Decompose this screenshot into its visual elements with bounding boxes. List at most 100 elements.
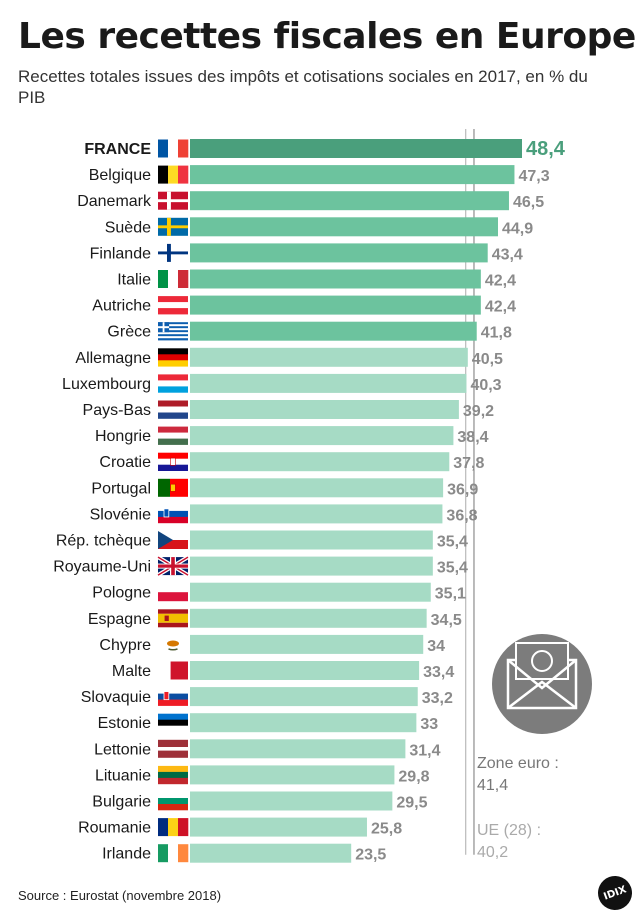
flag-rep-tcheque-icon (158, 531, 188, 549)
flag-espagne-icon (158, 609, 188, 628)
bar-grece (190, 321, 477, 341)
bar-row-irlande: Irlande 23,5 (102, 843, 386, 864)
country-label-hongrie: Hongrie (95, 428, 151, 445)
chart-subtitle: Recettes totales issues des impôts et co… (18, 67, 588, 107)
country-label-france: FRANCE (84, 141, 151, 158)
country-label-malte: Malte (112, 663, 151, 680)
flag-croatie-icon (158, 452, 188, 471)
value-label-chypre: 34 (427, 638, 445, 655)
bar-croatie (190, 452, 450, 472)
bar-row-rep-tcheque: Rép. tchèque 35,4 (56, 530, 468, 551)
country-label-chypre: Chypre (99, 637, 151, 654)
bar-row-slovaquie: Slovaquie 33,2 (81, 687, 453, 707)
value-label-italie: 42,4 (485, 273, 516, 290)
bar-espagne (190, 608, 427, 628)
bar-estonie (190, 713, 417, 733)
bar-row-croatie: Croatie 37,8 (99, 452, 485, 472)
value-label-hongrie: 38,4 (457, 429, 488, 446)
flag-finlande-icon (158, 243, 188, 262)
flag-slovenie-icon (158, 504, 188, 524)
flag-bulgarie-icon (158, 792, 188, 811)
value-label-grece: 41,8 (481, 325, 512, 342)
bar-luxembourg (190, 373, 467, 393)
bar-roumanie (190, 817, 367, 837)
bar-slovaquie (190, 687, 418, 707)
bar-row-luxembourg: Luxembourg 40,3 (62, 373, 502, 394)
value-label-lettonie: 31,4 (409, 742, 440, 759)
bar-pays-bas (190, 400, 459, 419)
value-label-bulgarie: 29,5 (396, 795, 427, 812)
flag-hongrie-icon (158, 426, 188, 445)
bar-row-royaume-uni: Royaume-Uni 35,4 (53, 555, 468, 577)
bar-rep-tcheque (190, 530, 433, 550)
country-label-autriche: Autriche (92, 298, 151, 315)
country-label-slovaquie: Slovaquie (81, 689, 151, 706)
value-label-luxembourg: 40,3 (470, 377, 501, 394)
value-label-royaume-uni: 35,4 (437, 560, 468, 577)
bar-row-italie: Italie 42,4 (117, 269, 516, 290)
bar-belgique (190, 165, 515, 185)
value-label-danemark: 46,5 (513, 194, 544, 211)
value-label-espagne: 34,5 (431, 612, 462, 629)
envelope-icon (492, 634, 592, 734)
flag-pays-bas-icon (158, 400, 188, 419)
flag-estonie-icon (158, 713, 188, 732)
bar-row-malte: Malte 33,4 (112, 661, 454, 681)
bar-autriche (190, 295, 481, 315)
bar-royaume-uni (190, 556, 433, 576)
bar-hongrie (190, 426, 454, 446)
bar-row-lituanie: Lituanie 29,8 (95, 765, 430, 785)
value-label-irlande: 23,5 (355, 847, 386, 864)
bar-row-autriche: Autriche 42,4 (92, 295, 516, 316)
country-label-belgique: Belgique (89, 167, 151, 184)
flag-lituanie-icon (158, 765, 188, 785)
bar-row-france: FRANCE 48,4 (84, 138, 565, 160)
bar-suede (190, 217, 498, 237)
country-label-italie: Italie (117, 272, 151, 289)
reference-label-ue: UE (28) : (477, 822, 541, 839)
flag-suede-icon (158, 217, 188, 236)
flag-autriche-icon (158, 296, 188, 315)
country-label-slovenie: Slovénie (90, 506, 151, 523)
value-label-rep-tcheque: 35,4 (437, 534, 468, 551)
country-label-lituanie: Lituanie (95, 767, 151, 784)
value-label-estonie: 33 (420, 716, 438, 733)
bar-row-lettonie: Lettonie 31,4 (94, 739, 441, 759)
value-label-slovenie: 36,8 (446, 507, 477, 524)
reference-value-zone-euro: 41,4 (477, 777, 508, 794)
country-label-grece: Grèce (107, 324, 151, 341)
bar-row-danemark: Danemark 46,5 (77, 191, 544, 211)
country-label-danemark: Danemark (77, 193, 152, 210)
country-label-portugal: Portugal (91, 480, 151, 497)
value-label-allemagne: 40,5 (472, 351, 503, 368)
country-label-irlande: Irlande (102, 846, 151, 863)
value-label-lituanie: 29,8 (398, 768, 429, 785)
bar-portugal (190, 478, 444, 498)
bar-row-chypre: Chypre 34 (99, 634, 445, 655)
bar-row-pays-bas: Pays-Bas 39,2 (83, 400, 494, 420)
bar-row-bulgarie: Bulgarie 29,5 (92, 791, 428, 812)
value-label-pologne: 35,1 (435, 586, 466, 603)
value-label-finlande: 43,4 (492, 246, 523, 263)
country-label-pays-bas: Pays-Bas (83, 402, 151, 419)
country-label-suede: Suède (105, 219, 151, 236)
flag-grece-icon (158, 322, 188, 341)
country-label-lettonie: Lettonie (94, 741, 151, 758)
country-label-luxembourg: Luxembourg (62, 376, 151, 393)
flag-roumanie-icon (158, 818, 189, 837)
flag-pologne-icon (158, 583, 188, 602)
country-label-allemagne: Allemagne (75, 350, 151, 367)
flag-irlande-icon (158, 844, 189, 863)
bar-row-estonie: Estonie 33 (98, 713, 438, 733)
country-label-rep-tcheque: Rép. tchèque (56, 533, 151, 550)
bar-lettonie (190, 739, 406, 759)
country-label-roumanie: Roumanie (78, 820, 151, 837)
bar-bulgarie (190, 791, 393, 811)
flag-chypre-icon (158, 635, 188, 654)
flag-lettonie-icon (158, 739, 188, 758)
bar-row-portugal: Portugal 36,9 (91, 478, 478, 498)
bar-row-allemagne: Allemagne 40,5 (75, 347, 503, 368)
bar-allemagne (190, 347, 468, 367)
flag-slovaquie-icon (158, 687, 188, 706)
country-label-finlande: Finlande (90, 245, 151, 262)
